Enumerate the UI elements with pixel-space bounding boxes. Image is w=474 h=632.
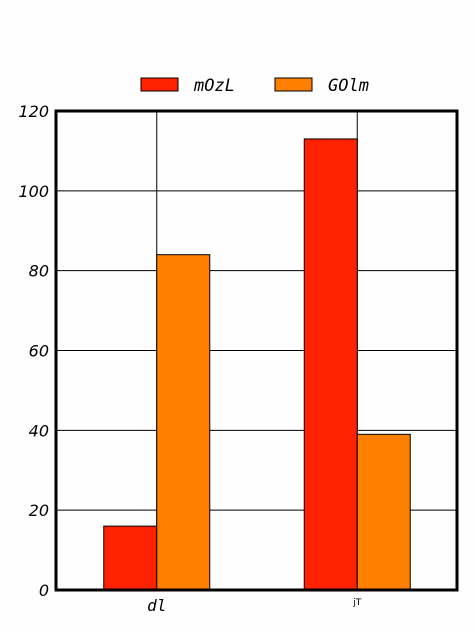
legend-label: GOlm [328,76,369,96]
legend-swatch-GOlm [274,77,313,92]
bar-mOzL-jT [303,138,358,591]
x-tick-label: dl [147,596,166,615]
y-tick-label: 100 [18,182,49,201]
y-tick-label: 120 [18,102,49,121]
legend: mOzL GOlm [140,76,369,96]
bar-GOlm-jT [356,433,411,591]
x-tick-label: jT [352,598,362,608]
legend-swatch-mOzL [140,77,179,92]
y-tick-label: 80 [29,262,49,281]
y-axis-ticks: 0 20 40 60 80 100 120 [18,102,49,600]
y-tick-label: 20 [29,501,49,520]
y-tick-label: 40 [29,421,49,440]
legend-label: mOzL [193,76,235,96]
plot-frame [54,109,459,592]
bar-GOlm-dl [156,254,211,591]
x-axis-labels: dl jT [147,596,362,615]
bars [103,138,411,591]
y-tick-label: 60 [29,342,49,361]
y-tick-label: 0 [39,581,49,600]
bar-mOzL-dl [103,525,158,591]
